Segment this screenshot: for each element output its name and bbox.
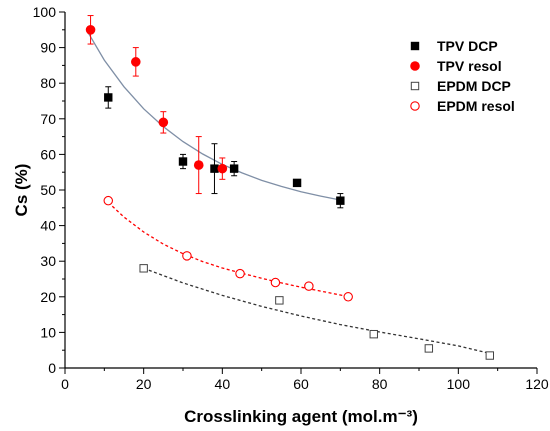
- legend-marker-epdm-resol: [410, 101, 420, 111]
- data-points: [85, 25, 495, 360]
- y-tick-label: 0: [48, 360, 56, 376]
- point-tpv-resol: [131, 57, 141, 67]
- point-tpv-dcp: [104, 93, 113, 102]
- point-epdm-dcp: [275, 296, 284, 305]
- x-tick-label: 20: [136, 376, 152, 392]
- point-epdm-dcp: [139, 264, 148, 273]
- point-tpv-dcp: [178, 157, 188, 166]
- x-tick-label: 80: [372, 376, 388, 392]
- x-axis-title: Crosslinking agent (mol.m⁻³): [184, 407, 418, 426]
- point-epdm-resol: [304, 281, 314, 291]
- y-tick-label: 60: [40, 146, 56, 162]
- point-epdm-resol: [103, 195, 114, 206]
- y-tick-label: 10: [40, 324, 56, 340]
- y-tick-label: 30: [40, 253, 56, 269]
- y-tick-label: 70: [40, 111, 56, 127]
- fit-curve: [143, 267, 490, 355]
- y-tick-label: 40: [40, 218, 56, 234]
- fit-curve: [88, 33, 341, 201]
- legend: TPV DCP TPV resol EPDM DCP EPDM resol: [410, 38, 515, 114]
- legend-label-tpv-dcp: TPV DCP: [437, 38, 498, 54]
- y-tick-label: 80: [40, 75, 56, 91]
- point-tpv-resol: [85, 25, 96, 35]
- legend-marker-epdm-dcp: [410, 81, 420, 91]
- x-tick-label: 100: [447, 376, 471, 392]
- point-tpv-dcp: [229, 164, 239, 173]
- y-axis-title: Cs (%): [12, 164, 31, 217]
- y-tick-label: 50: [40, 182, 56, 198]
- point-epdm-dcp: [485, 351, 495, 360]
- point-epdm-dcp: [369, 329, 378, 339]
- error-bars: [87, 15, 344, 209]
- legend-label-epdm-resol: EPDM resol: [437, 98, 515, 114]
- y-tick-label: 90: [40, 40, 56, 56]
- x-tick-label: 0: [61, 376, 69, 392]
- point-epdm-resol: [270, 277, 281, 288]
- axes: 0 20 40 60 80 100 120 0 10 20 30 40 50 60 70 80 90 100: [33, 4, 549, 392]
- y-tick-label: 20: [40, 289, 56, 305]
- point-tpv-dcp: [292, 178, 302, 188]
- x-tick-label: 120: [525, 376, 549, 392]
- y-tick-label: 100: [33, 4, 57, 20]
- legend-label-tpv-resol: TPV resol: [437, 58, 502, 74]
- x-tick-label: 60: [293, 376, 309, 392]
- point-epdm-dcp: [424, 344, 434, 353]
- fit-curve: [107, 202, 349, 298]
- point-tpv-dcp: [210, 164, 219, 173]
- point-tpv-resol: [193, 160, 204, 170]
- point-tpv-resol: [217, 163, 228, 174]
- legend-marker-tpv-resol: [410, 61, 420, 71]
- legend-marker-tpv-dcp: [410, 41, 420, 51]
- point-tpv-dcp: [336, 196, 345, 205]
- point-epdm-resol: [182, 251, 192, 261]
- fit-curves: [88, 33, 490, 355]
- legend-label-epdm-dcp: EPDM DCP: [437, 78, 511, 94]
- point-epdm-resol: [343, 292, 353, 302]
- point-tpv-resol: [158, 117, 169, 128]
- x-tick-label: 40: [215, 376, 231, 392]
- point-epdm-resol: [235, 268, 245, 279]
